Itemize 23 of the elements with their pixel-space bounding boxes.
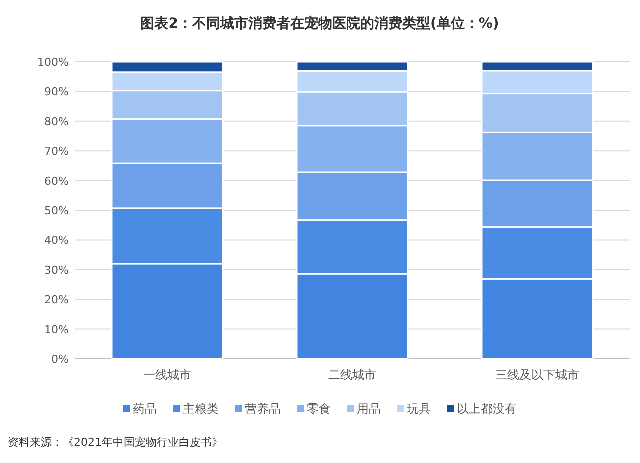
chart-title: 图表2：不同城市消费者在宠物医院的消费类型(单位：%) (140, 15, 500, 32)
y-tick-label: 30% (44, 264, 69, 277)
y-tick-label: 40% (44, 234, 69, 248)
y-tick-label: 20% (44, 294, 69, 307)
legend-label: 营养品 (245, 402, 281, 416)
x-tick-label: 一线城市 (144, 368, 192, 382)
legend-label: 用品 (357, 402, 381, 416)
y-tick-label: 0% (52, 353, 69, 366)
y-tick-label: 70% (44, 145, 69, 158)
legend-label: 药品 (133, 402, 157, 416)
y-tick-label: 90% (44, 86, 69, 99)
y-tick-label: 100% (38, 56, 69, 69)
y-tick-label: 80% (44, 115, 69, 128)
x-tick-label: 三线及以下城市 (496, 368, 580, 382)
y-tick-label: 60% (44, 174, 69, 188)
legend-label: 零食 (307, 402, 331, 416)
x-tick-label: 二线城市 (328, 368, 376, 382)
y-tick-label: 50% (44, 204, 69, 218)
legend-label: 玩具 (407, 402, 431, 416)
legend-label: 以上都没有 (457, 402, 517, 416)
y-tick-label: 10% (44, 323, 69, 336)
text: 资料来源：《2021年中国宠物行业白皮书》 (8, 436, 223, 449)
legend-label: 主粮类 (183, 402, 219, 416)
